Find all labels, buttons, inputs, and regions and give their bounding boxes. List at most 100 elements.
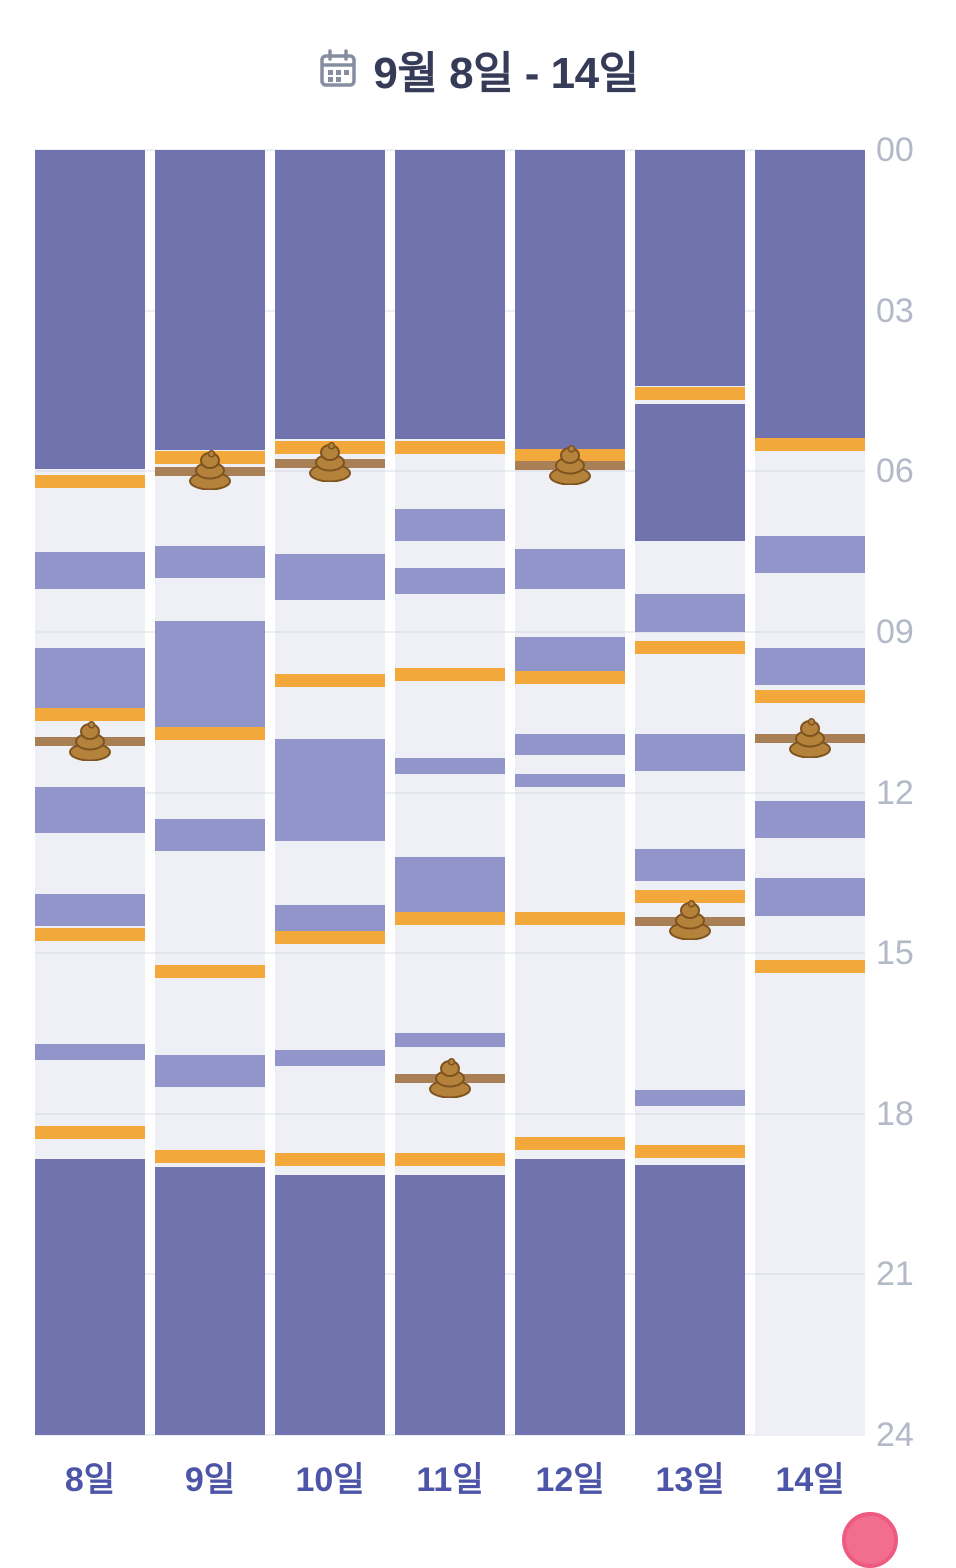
sleep-block[interactable] (395, 856, 505, 913)
sleep-block[interactable] (515, 733, 625, 755)
sleep-block[interactable] (635, 594, 745, 632)
gridline (635, 630, 745, 633)
sleep-block[interactable] (275, 1175, 385, 1435)
sleep-block[interactable] (155, 1054, 265, 1087)
sleep-block[interactable] (755, 150, 865, 440)
sleep-block[interactable] (35, 551, 145, 590)
gridline (395, 630, 505, 633)
day-column[interactable] (515, 150, 625, 1435)
gridline (275, 630, 385, 633)
feed-bar[interactable] (35, 708, 145, 722)
poop-icon (787, 718, 833, 759)
day-column[interactable] (155, 150, 265, 1435)
feed-bar[interactable] (395, 911, 505, 925)
feed-bar[interactable] (35, 475, 145, 489)
sleep-block[interactable] (755, 800, 865, 838)
feed-bar[interactable] (515, 670, 625, 684)
feed-bar[interactable] (35, 927, 145, 941)
gridline (395, 791, 505, 794)
gridline (395, 1112, 505, 1115)
feed-bar[interactable] (275, 930, 385, 944)
feed-bar[interactable] (395, 440, 505, 454)
feed-bar[interactable] (395, 668, 505, 682)
x-axis-label: 14일 (775, 1461, 845, 1499)
poop-icon (547, 444, 593, 486)
gridline (35, 952, 145, 955)
feed-bar[interactable] (155, 727, 265, 741)
day-column[interactable] (635, 150, 745, 1435)
sleep-block[interactable] (35, 1159, 145, 1435)
sleep-block[interactable] (155, 150, 265, 450)
feed-bar[interactable] (515, 911, 625, 925)
day-column[interactable] (755, 150, 865, 1435)
feed-bar[interactable] (395, 1152, 505, 1166)
gridline (755, 791, 865, 794)
feed-bar[interactable] (635, 890, 745, 904)
day-column[interactable] (275, 150, 385, 1435)
sleep-block[interactable] (275, 904, 385, 932)
x-axis-label: 9일 (184, 1461, 236, 1499)
poop-icon (187, 450, 233, 491)
gridline (395, 952, 505, 955)
sleep-block[interactable] (635, 150, 745, 386)
sleep-block[interactable] (155, 819, 265, 852)
feed-bar[interactable] (155, 965, 265, 979)
sleep-block[interactable] (515, 773, 625, 788)
sleep-block[interactable] (635, 848, 745, 881)
day-column[interactable] (35, 150, 145, 1435)
sleep-block[interactable] (35, 647, 145, 713)
sleep-block[interactable] (515, 1159, 625, 1435)
page-title: 9월 8일 - 14일 (373, 49, 639, 98)
feed-bar[interactable] (635, 387, 745, 401)
sleep-block[interactable] (395, 757, 505, 774)
add-record-button[interactable] (842, 1512, 898, 1568)
sleep-block[interactable] (35, 150, 145, 469)
feed-bar[interactable] (275, 673, 385, 687)
gridline (395, 470, 505, 473)
poop-icon (67, 720, 113, 762)
sleep-block[interactable] (35, 894, 145, 927)
sleep-block[interactable] (635, 733, 745, 772)
sleep-block[interactable] (395, 567, 505, 595)
sleep-block[interactable] (35, 1044, 145, 1061)
sleep-block[interactable] (275, 150, 385, 440)
chart-area: 00 03 06 09 12 15 18 21 24 (0, 131, 956, 1454)
feed-bar[interactable] (635, 641, 745, 655)
sleep-block[interactable] (635, 1089, 745, 1106)
feed-bar[interactable] (755, 437, 865, 451)
feed-bar[interactable] (155, 1150, 265, 1164)
sleep-block[interactable] (635, 404, 745, 541)
sleep-block[interactable] (35, 787, 145, 833)
feed-bar[interactable] (755, 960, 865, 973)
sleep-block[interactable] (275, 1049, 385, 1066)
sleep-block[interactable] (635, 1164, 745, 1435)
sleep-block[interactable] (515, 150, 625, 450)
sleep-block[interactable] (755, 878, 865, 916)
feed-bar[interactable] (755, 689, 865, 703)
sleep-block[interactable] (515, 637, 625, 678)
gridline (515, 952, 625, 955)
sleep-block[interactable] (155, 546, 265, 579)
day-column[interactable] (395, 150, 505, 1435)
sleep-block[interactable] (755, 535, 865, 573)
feed-bar[interactable] (35, 1125, 145, 1139)
sleep-block[interactable] (395, 508, 505, 541)
x-axis-label: 13일 (655, 1461, 725, 1499)
gridline (755, 470, 865, 473)
sleep-block[interactable] (275, 554, 385, 600)
sleep-block[interactable] (155, 1167, 265, 1435)
feed-bar[interactable] (635, 1144, 745, 1158)
sleep-block[interactable] (755, 647, 865, 686)
gridline (755, 630, 865, 633)
gridline (275, 1112, 385, 1115)
gridline (35, 1112, 145, 1115)
sleep-block[interactable] (275, 738, 385, 841)
feed-bar[interactable] (515, 1136, 625, 1150)
feed-bar[interactable] (275, 1152, 385, 1166)
sleep-block[interactable] (395, 150, 505, 440)
sleep-block[interactable] (395, 1175, 505, 1435)
gridline (35, 470, 145, 473)
sleep-block[interactable] (515, 548, 625, 590)
sleep-block[interactable] (395, 1033, 505, 1047)
sleep-block[interactable] (155, 621, 265, 731)
